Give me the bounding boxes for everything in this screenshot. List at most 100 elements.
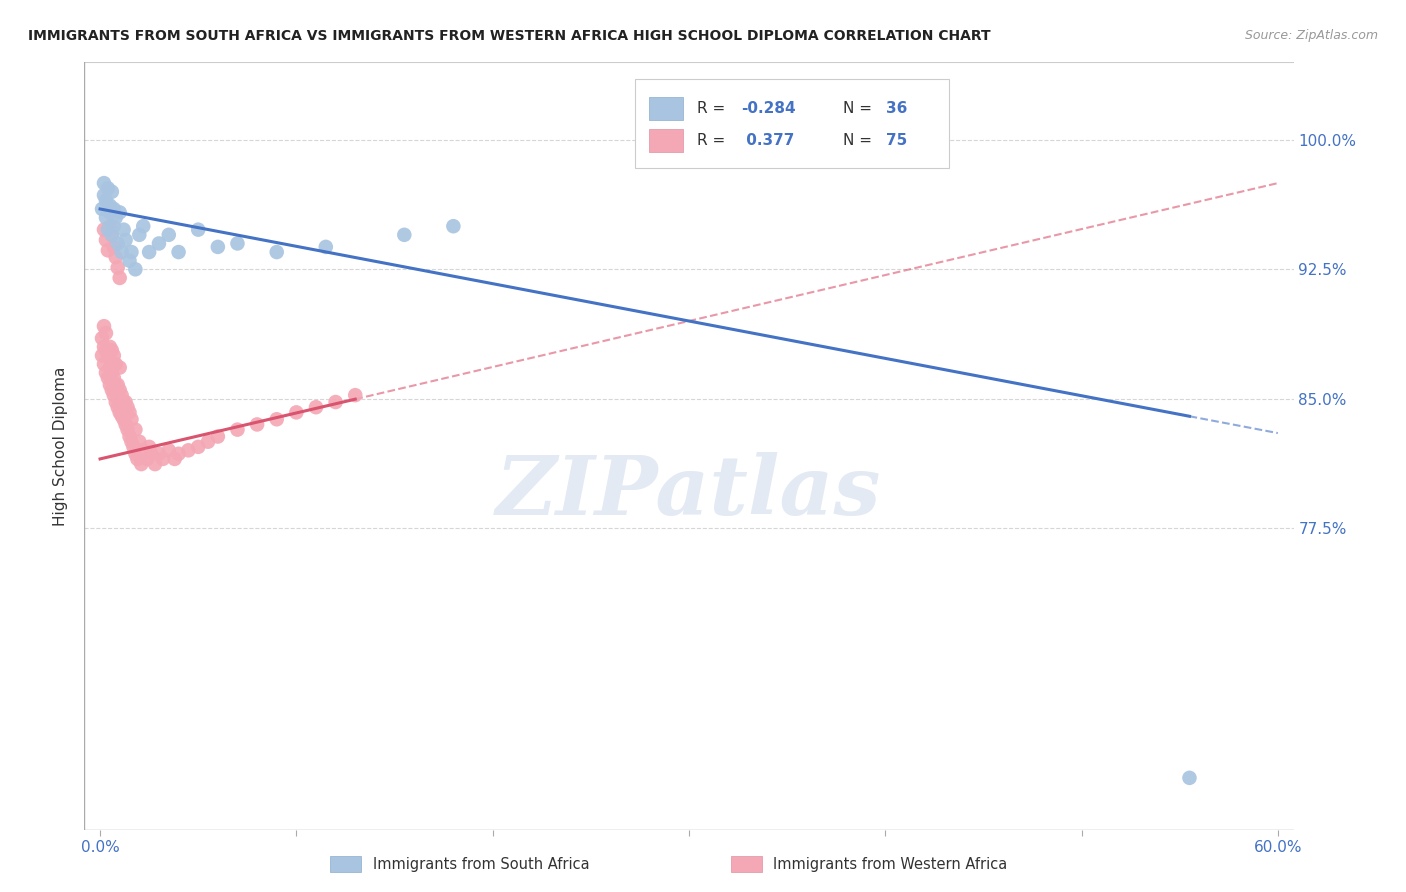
Text: N =: N = [842,133,876,148]
Point [177,443,200,458]
Point [152,451,174,466]
Point [94,233,117,247]
Point [108,271,131,285]
Text: 36: 36 [886,101,907,116]
Point [124,447,146,461]
Bar [650,129,683,153]
Point [93,188,115,202]
Point [121,245,143,260]
Point [139,447,162,461]
Point [118,405,141,419]
Text: R =: R = [697,101,731,116]
Point [132,443,155,458]
FancyBboxPatch shape [634,79,949,168]
Point [305,401,328,415]
Point [121,434,143,449]
Point [315,240,337,254]
Point [108,383,131,397]
Text: Immigrants from Western Africa: Immigrants from Western Africa [773,857,1008,871]
Point [117,401,139,415]
Point [104,211,127,225]
Point [114,395,136,409]
Bar [731,856,762,872]
Point [104,357,127,371]
Text: -0.284: -0.284 [741,101,796,116]
Text: N =: N = [842,101,876,116]
Point [128,434,150,449]
Point [122,440,145,454]
Point [157,227,180,242]
Point [107,260,129,275]
Point [344,388,367,402]
Point [103,240,125,254]
Point [128,227,150,242]
Point [97,244,120,258]
Point [441,219,464,234]
Point [104,377,127,392]
Point [207,240,229,254]
Point [226,236,249,251]
Bar [650,97,683,120]
Text: IMMIGRANTS FROM SOUTH AFRICA VS IMMIGRANTS FROM WESTERN AFRICA HIGH SCHOOL DIPLO: IMMIGRANTS FROM SOUTH AFRICA VS IMMIGRAN… [28,29,991,43]
Point [132,219,155,234]
Point [111,388,134,402]
Y-axis label: High School Diploma: High School Diploma [53,367,69,525]
Point [167,245,190,260]
Point [93,319,115,334]
Point [394,227,416,242]
Point [98,360,121,375]
Point [207,429,229,443]
Point [101,343,124,358]
Point [124,262,146,277]
Point [136,451,159,466]
Text: 0.377: 0.377 [741,133,794,148]
Point [325,395,347,409]
Point [104,250,127,264]
Point [94,326,117,340]
Point [157,443,180,458]
Point [112,222,135,236]
Text: Source: ZipAtlas.com: Source: ZipAtlas.com [1244,29,1378,42]
Point [285,405,308,419]
Point [103,202,125,216]
Point [118,253,141,268]
Point [101,227,124,242]
Point [148,447,170,461]
Point [226,423,249,437]
Text: ZIPatlas: ZIPatlas [496,452,882,532]
Point [108,205,131,219]
Point [114,417,136,432]
Point [101,366,124,380]
Point [197,434,219,449]
Point [103,371,125,385]
Point [93,222,115,236]
Point [107,377,129,392]
Text: Immigrants from South Africa: Immigrants from South Africa [373,857,589,871]
Point [91,202,114,216]
Point [94,211,117,225]
Point [148,236,170,251]
Point [1178,771,1201,785]
Point [104,395,127,409]
Point [138,245,160,260]
Point [93,357,115,371]
Point [103,219,125,234]
Point [98,198,121,212]
Point [97,181,120,195]
Bar [330,856,361,872]
Point [97,349,120,363]
Point [91,349,114,363]
Point [101,185,124,199]
Point [94,366,117,380]
Point [101,383,124,397]
Point [94,343,117,358]
Point [97,222,120,236]
Point [108,405,131,419]
Point [121,412,143,426]
Point [111,409,134,423]
Point [187,222,209,236]
Point [163,451,186,466]
Point [98,377,121,392]
Text: R =: R = [697,133,731,148]
Point [167,447,190,461]
